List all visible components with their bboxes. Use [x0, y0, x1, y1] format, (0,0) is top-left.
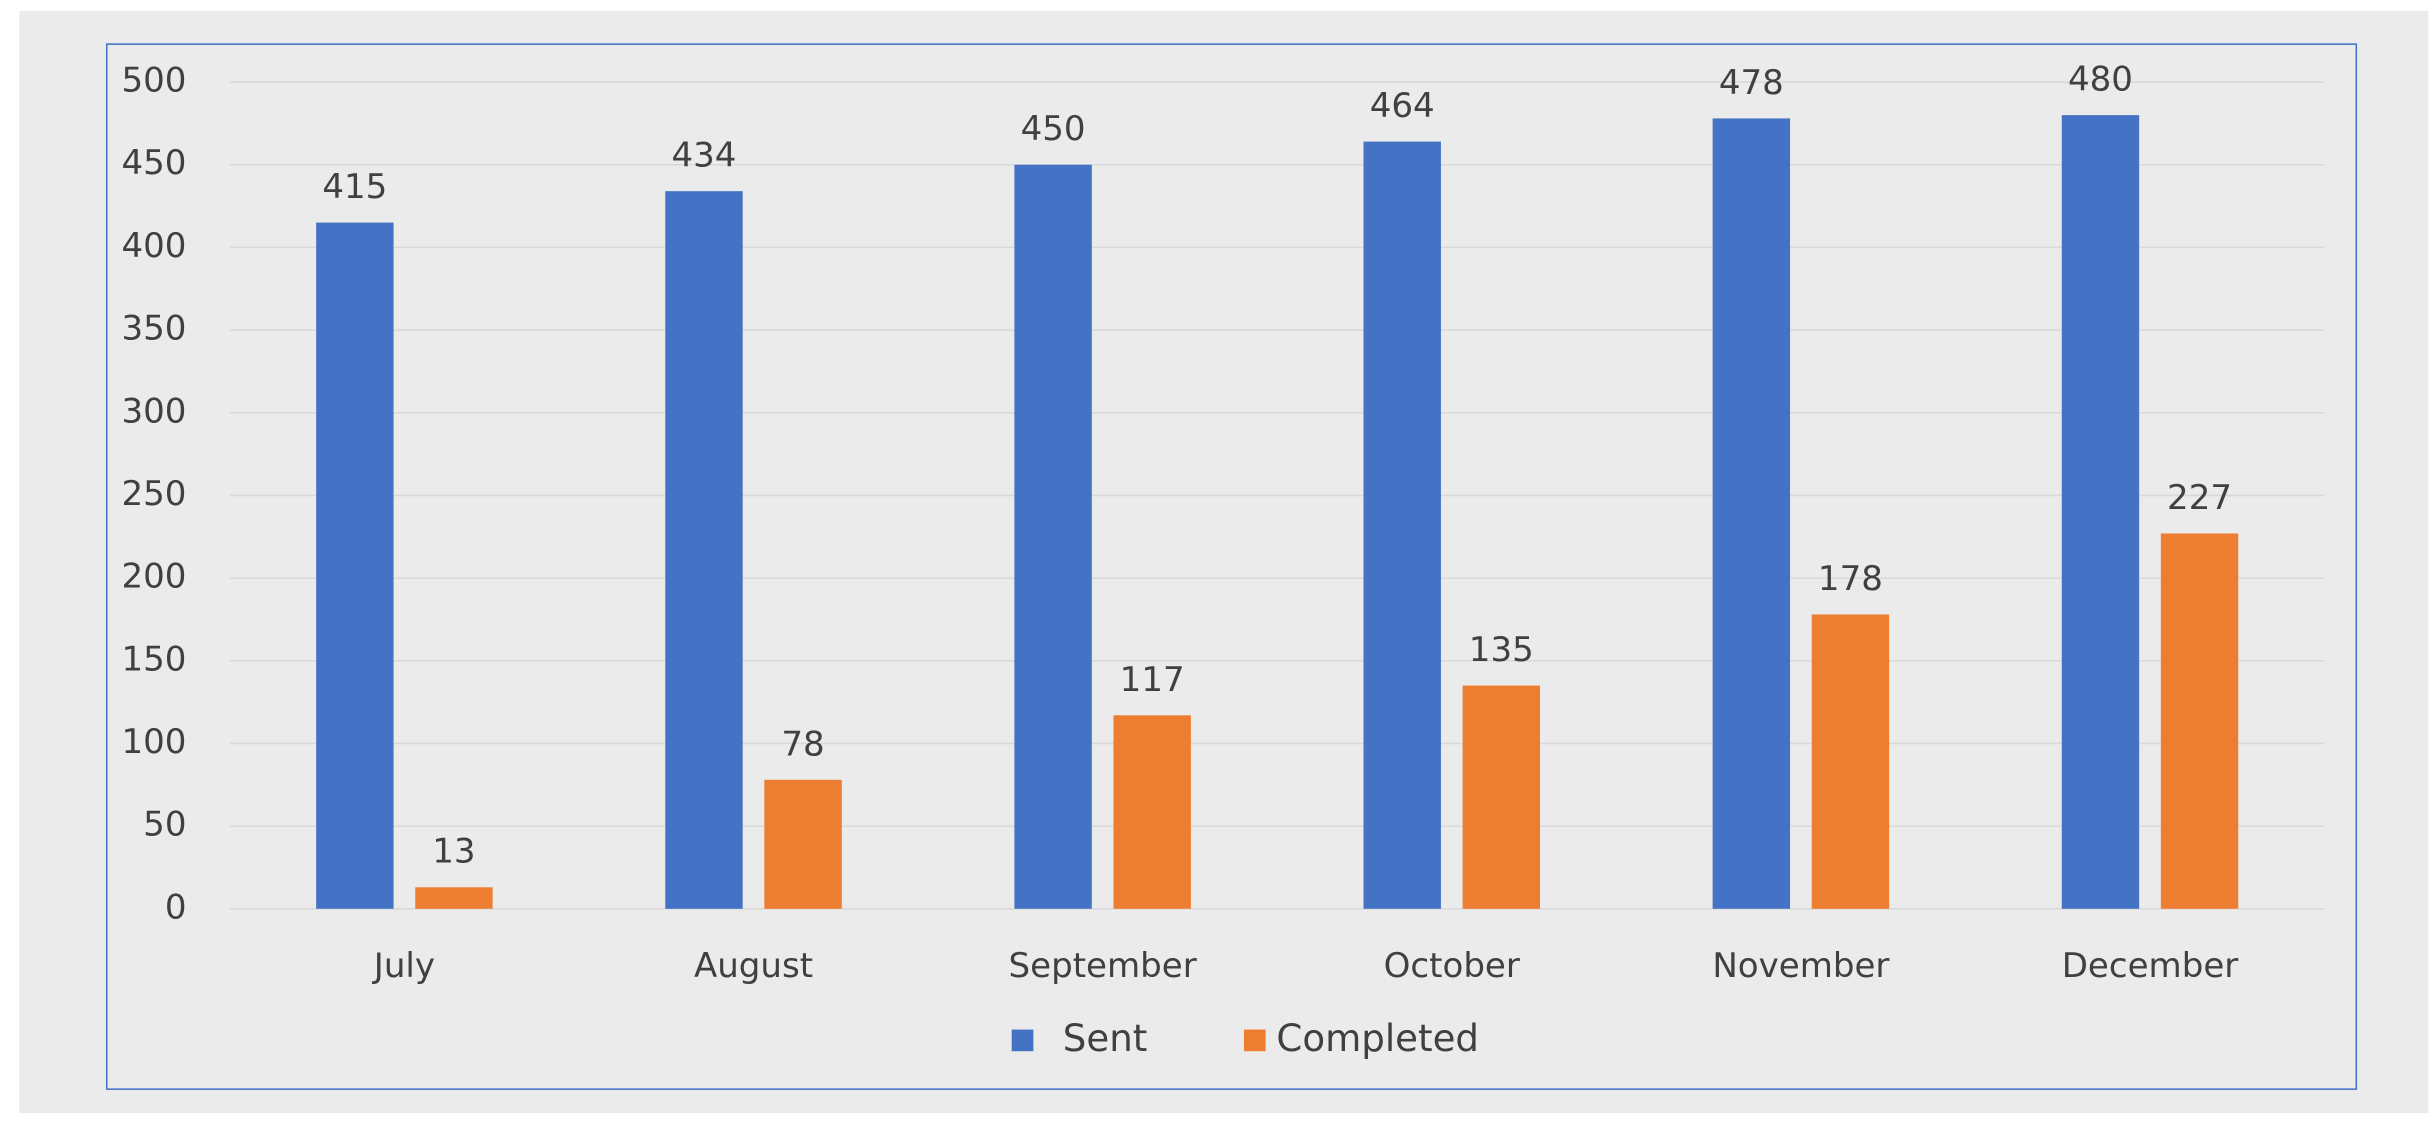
bar: [1363, 141, 1441, 909]
y-tick-label: 400: [121, 226, 186, 266]
y-tick-label: 500: [121, 61, 186, 101]
data-label: 434: [671, 136, 736, 176]
y-tick-label: 150: [121, 639, 186, 679]
y-tick-label: 450: [121, 143, 186, 183]
y-tick-label: 300: [121, 391, 186, 431]
data-label: 450: [1021, 109, 1086, 149]
bar: [2160, 533, 2239, 909]
data-label: 464: [1370, 86, 1435, 126]
data-label: 135: [1469, 630, 1534, 670]
y-tick-label: 250: [121, 474, 186, 514]
data-label: 78: [781, 724, 824, 764]
legend-swatch: [1243, 1029, 1266, 1052]
bar: [764, 779, 842, 909]
x-tick-label: August: [694, 946, 813, 986]
y-tick-label: 0: [165, 887, 187, 927]
y-tick-label: 50: [143, 805, 186, 845]
data-label: 415: [322, 167, 387, 207]
legend-label: Completed: [1276, 1017, 1479, 1060]
y-tick-label: 200: [121, 557, 186, 597]
bar: [1113, 715, 1191, 909]
data-label: 117: [1120, 660, 1185, 700]
y-tick-label: 350: [121, 309, 186, 349]
data-label: 478: [1719, 63, 1784, 103]
bar: [1462, 685, 1541, 909]
x-tick-label: December: [2062, 946, 2239, 986]
data-label: 227: [2167, 478, 2232, 518]
x-tick-label: July: [372, 946, 435, 986]
x-tick-label: October: [1384, 946, 1520, 986]
bar: [2061, 115, 2140, 909]
bar: [665, 191, 743, 909]
bar: [1811, 614, 1890, 909]
bar: [1712, 118, 1791, 909]
data-label: 480: [2068, 60, 2133, 100]
legend-swatch: [1011, 1029, 1034, 1052]
data-label: 13: [432, 832, 475, 872]
y-tick-label: 100: [121, 722, 186, 762]
bar: [316, 222, 394, 909]
legend-label: Sent: [1063, 1017, 1148, 1060]
data-label: 178: [1818, 559, 1883, 599]
x-tick-label: September: [1009, 946, 1197, 986]
background: [19, 10, 2429, 1114]
bar: [415, 887, 493, 909]
bar: [1014, 164, 1092, 909]
x-tick-label: November: [1712, 946, 1889, 986]
chart-border: [105, 43, 2358, 1090]
